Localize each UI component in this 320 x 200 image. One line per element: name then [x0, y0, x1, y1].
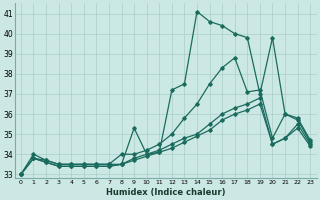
X-axis label: Humidex (Indice chaleur): Humidex (Indice chaleur) [106, 188, 225, 197]
